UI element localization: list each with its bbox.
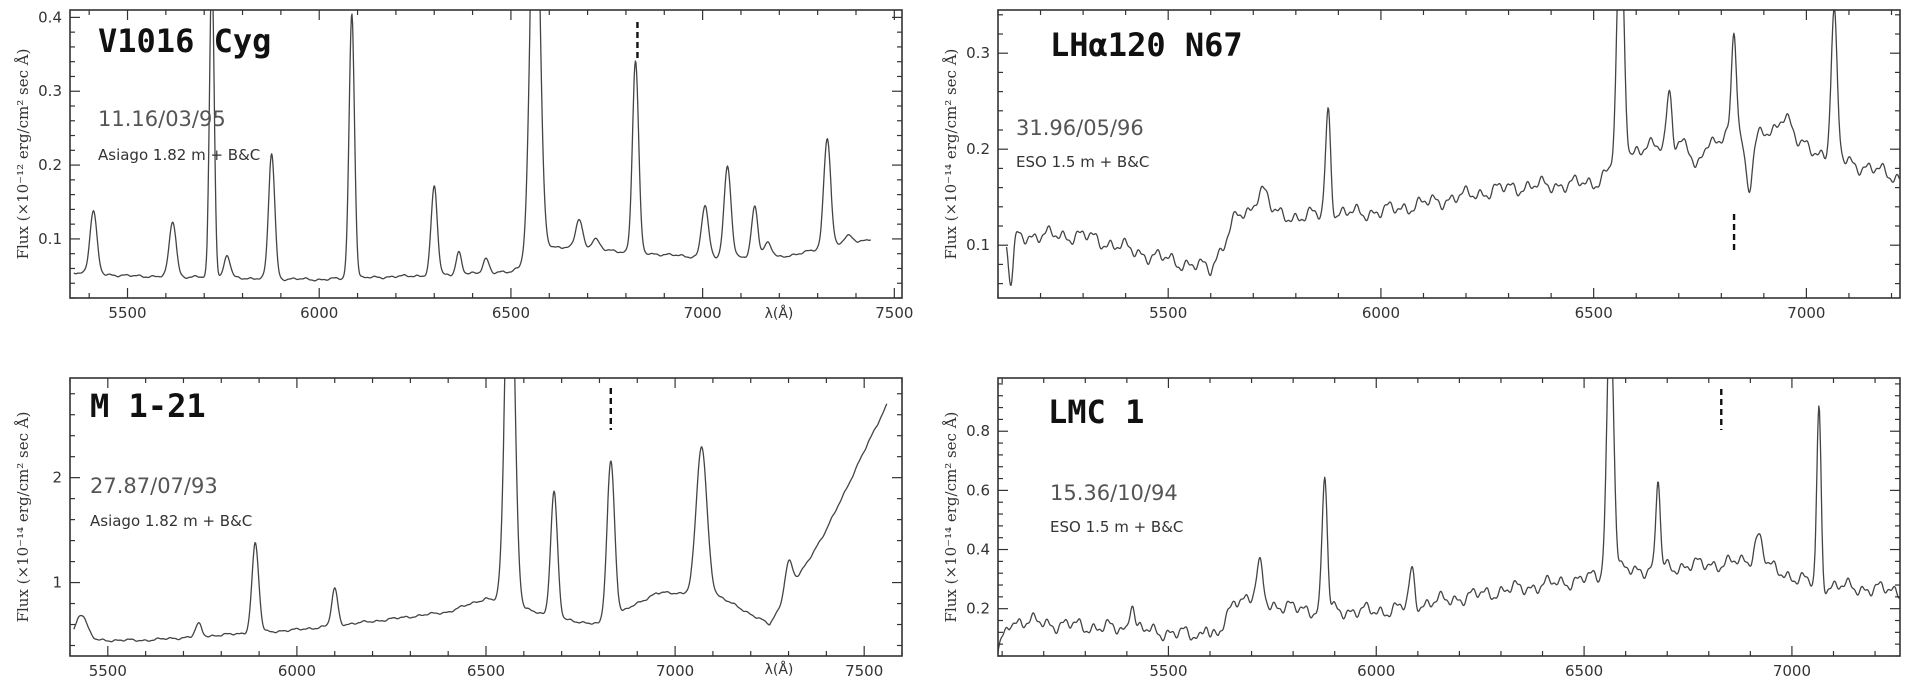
x-tick-label: 6000 [278, 662, 316, 680]
y-tick-label: 0.2 [966, 140, 990, 158]
y-tick-label: 0.2 [38, 156, 62, 174]
x-tick-label: 6500 [1575, 304, 1613, 322]
instrument-label: ESO 1.5 m + B&C [1050, 518, 1183, 536]
x-tick-label: 5500 [108, 304, 146, 322]
instrument-label: Asiago 1.82 m + B&C [90, 512, 252, 530]
y-tick-label: 0.1 [966, 236, 990, 254]
x-tick-label: 7000 [684, 304, 722, 322]
panel-title: M 1-21 [90, 387, 206, 425]
y-tick-label: 0.2 [966, 600, 990, 618]
y-tick-label: 1 [52, 574, 62, 592]
observation-date: 27.87/07/93 [90, 474, 218, 498]
x-tick-label: 7500 [875, 304, 913, 322]
spectrum-line [998, 378, 1900, 653]
instrument-label: Asiago 1.82 m + B&C [98, 146, 260, 164]
panel-title: LHα120 N67 [1050, 26, 1243, 64]
x-tick-label: 6000 [1357, 662, 1395, 680]
spectrum-line [73, 10, 872, 282]
observation-date: 15.36/10/94 [1050, 481, 1178, 505]
x-tick-label: 7500 [845, 662, 883, 680]
y-tick-label: 0.3 [38, 82, 62, 100]
plot-frame [69, 9, 903, 299]
plot-frame [997, 377, 1901, 657]
x-axis-label: λ(Å) [765, 661, 794, 678]
panel-title: V1016 Cyg [98, 22, 271, 60]
y-tick-label: 0.4 [38, 8, 62, 26]
x-tick-label: 6500 [1565, 662, 1603, 680]
y-tick-label: 2 [52, 469, 62, 487]
x-tick-label: 7000 [656, 662, 694, 680]
y-axis-label: Flux (×10⁻¹⁴ erg/cm² sec Å) [14, 412, 32, 623]
panel-title: LMC 1 [1048, 393, 1144, 431]
x-tick-label: 5500 [89, 662, 127, 680]
observation-date: 11.16/03/95 [98, 107, 226, 131]
x-tick-label: 7000 [1773, 662, 1811, 680]
y-tick-label: 0.3 [966, 44, 990, 62]
spectrum-panel: 5500 6000 6500 7000 7500 0.1 0.2 0.3 0.4 Flux (×1… [14, 8, 913, 322]
y-axis-label: Flux (×10⁻¹⁴ erg/cm² sec Å) [942, 49, 960, 260]
y-axis-label: Flux (×10⁻¹⁴ erg/cm² sec Å) [942, 412, 960, 623]
spectrum-panel: 5500 6000 6500 7000 0.1 0.2 0.3 Flux (×10⁻¹⁴ er… [942, 9, 1901, 322]
plot-frame [997, 9, 1901, 299]
x-tick-label: 6000 [300, 304, 338, 322]
y-axis-label: Flux (×10⁻¹² erg/cm² sec Å) [14, 49, 32, 260]
x-tick-label: 6500 [467, 662, 505, 680]
spectrum-line [73, 378, 888, 643]
x-tick-label: 5500 [1149, 304, 1187, 322]
x-tick-label: 5500 [1149, 662, 1187, 680]
y-tick-label: 0.8 [966, 422, 990, 440]
y-tick-label: 0.4 [966, 541, 990, 559]
x-tick-label: 6000 [1362, 304, 1400, 322]
y-tick-label: 0.1 [38, 230, 62, 248]
spectrum-panel: 5500 6000 6500 7000 0.2 0.4 0.6 0.8 Flux (×10⁻¹⁴… [942, 377, 1901, 680]
x-tick-label: 6500 [492, 304, 530, 322]
y-tick-label: 0.6 [966, 481, 990, 499]
spectrum-panel: 5500 6000 6500 7000 7500 1 2 Flux (×10⁻¹⁴ erg/c… [14, 377, 903, 680]
x-tick-label: 7000 [1787, 304, 1825, 322]
instrument-label: ESO 1.5 m + B&C [1016, 153, 1149, 171]
observation-date: 31.96/05/96 [1016, 116, 1144, 140]
x-axis-label: λ(Å) [765, 305, 794, 322]
spectrum-line [1005, 10, 1900, 287]
